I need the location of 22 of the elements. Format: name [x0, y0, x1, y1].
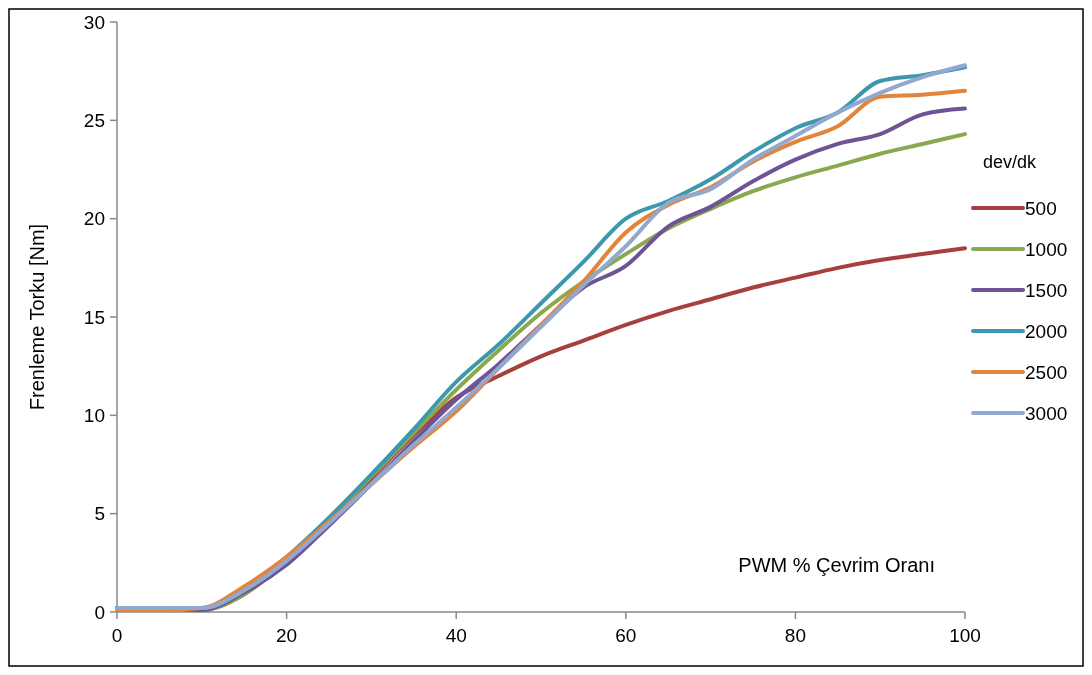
- legend-label: 1500: [1025, 279, 1068, 301]
- y-tick-label: 30: [83, 11, 105, 33]
- y-tick-label: 5: [94, 503, 105, 525]
- x-tick-label: 80: [784, 625, 806, 646]
- legend-label: 2000: [1025, 320, 1068, 342]
- y-tick-label: 25: [83, 109, 105, 131]
- x-tick-label: 100: [949, 625, 981, 646]
- x-axis-title: PWM % Çevrim Oranı: [738, 554, 935, 576]
- x-tick-label: 40: [445, 625, 467, 646]
- legend-label: 2500: [1025, 361, 1068, 383]
- y-axis-title: Frenleme Torku [Nm]: [26, 223, 48, 411]
- legend-label: 3000: [1025, 402, 1068, 424]
- y-tick-label: 0: [94, 601, 105, 623]
- x-tick-label: 0: [111, 625, 123, 646]
- x-tick-label: 60: [615, 625, 637, 646]
- x-tick-label: 20: [276, 625, 298, 646]
- y-tick-label: 15: [83, 306, 105, 328]
- y-tick-label: 20: [83, 208, 105, 230]
- legend-label: 1000: [1025, 238, 1068, 260]
- legend-title: dev/dk: [983, 152, 1038, 172]
- y-tick-label: 10: [83, 404, 105, 426]
- legend-label: 500: [1025, 197, 1057, 219]
